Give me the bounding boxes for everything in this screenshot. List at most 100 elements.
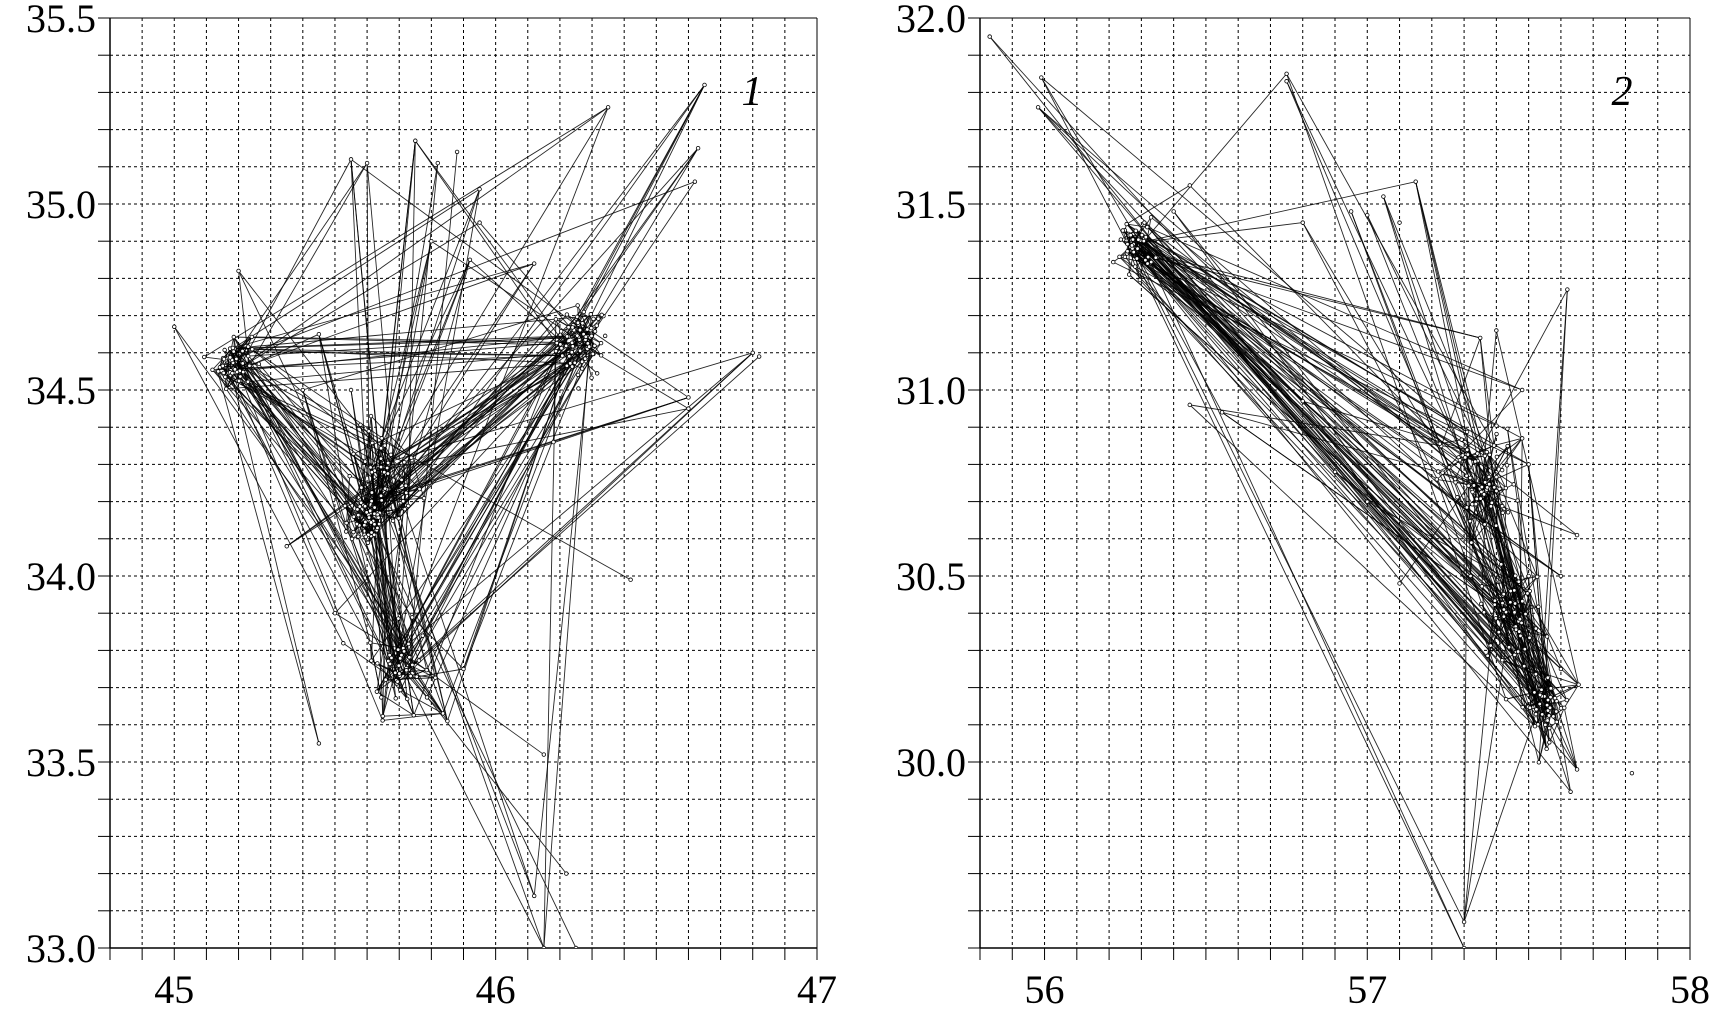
track-point: [578, 328, 582, 332]
track-point: [369, 521, 373, 525]
track-segment: [411, 676, 567, 874]
track-point: [376, 526, 380, 530]
track-point: [257, 362, 261, 366]
track-point: [1495, 475, 1499, 479]
track-point: [222, 371, 226, 375]
track-point: [402, 460, 406, 464]
track-point: [367, 429, 371, 433]
track-point: [1398, 221, 1402, 225]
track-point: [349, 388, 353, 392]
track-point: [250, 347, 254, 351]
track-point: [1535, 708, 1539, 712]
track-point: [317, 332, 321, 336]
track-point: [1146, 255, 1150, 259]
track-point: [381, 714, 385, 718]
track-point: [593, 330, 597, 334]
track-point: [301, 388, 305, 392]
track-point: [1559, 667, 1563, 671]
y-tick-label: 33.0: [26, 926, 96, 971]
track-point: [370, 491, 374, 495]
track-segment: [237, 159, 351, 372]
track-point: [599, 341, 603, 345]
track-point: [1495, 424, 1499, 428]
track-point: [405, 668, 409, 672]
track-point: [1188, 403, 1192, 407]
track-point: [376, 662, 380, 666]
track-point: [441, 712, 445, 716]
track-segment: [1123, 231, 1499, 633]
track-segment: [1131, 235, 1460, 460]
track-point: [1486, 654, 1490, 658]
track-point: [1129, 233, 1133, 237]
track-point: [1483, 481, 1487, 485]
track-point: [1548, 741, 1552, 745]
track-point: [1479, 602, 1483, 606]
track-point: [589, 312, 593, 316]
track-point: [1519, 634, 1523, 638]
track-point: [399, 688, 403, 692]
track-point: [1144, 258, 1148, 262]
track-point: [1441, 471, 1445, 475]
track-point: [584, 335, 588, 339]
track-point: [402, 650, 406, 654]
track-point: [425, 696, 429, 700]
track-point: [542, 753, 546, 757]
track-point: [757, 355, 761, 359]
track-point: [560, 346, 564, 350]
y-tick-label: 34.0: [26, 554, 96, 599]
track-point: [590, 326, 594, 330]
track-point: [576, 321, 580, 325]
track-point: [1501, 511, 1505, 515]
track-point: [235, 357, 239, 361]
track-segment: [303, 305, 578, 390]
track-point: [241, 370, 245, 374]
track-point: [400, 478, 404, 482]
track-point: [1528, 636, 1532, 640]
track-segment: [1464, 714, 1536, 922]
track-point: [1135, 257, 1139, 261]
track-point: [1569, 790, 1573, 794]
track-point: [383, 487, 387, 491]
track-point: [1301, 399, 1305, 403]
track-point: [583, 357, 587, 361]
track-point: [396, 680, 400, 684]
track-point: [1465, 448, 1469, 452]
track-point: [1134, 229, 1138, 233]
track-point: [565, 872, 569, 876]
track-point: [248, 364, 252, 368]
track-point: [211, 368, 215, 372]
track-point: [1512, 483, 1516, 487]
track-point: [386, 461, 390, 465]
track-point: [1489, 504, 1493, 508]
track-point: [1040, 76, 1044, 80]
track-segment: [427, 697, 443, 713]
panel-label: 1: [742, 69, 763, 115]
track-point: [1438, 442, 1442, 446]
track-segment: [1038, 107, 1537, 576]
track-point: [1487, 475, 1491, 479]
track-segment: [1127, 241, 1465, 948]
track-point: [1365, 500, 1369, 504]
track-point: [478, 187, 482, 191]
track-point: [565, 313, 569, 317]
track-point: [1540, 713, 1544, 717]
track-point: [580, 367, 584, 371]
track-point: [554, 349, 558, 353]
track-point: [231, 346, 235, 350]
track-point: [360, 486, 364, 490]
track-point: [1505, 464, 1509, 468]
track-point: [1489, 644, 1493, 648]
track-point: [1036, 105, 1040, 109]
track-point: [348, 474, 352, 478]
track-point: [396, 648, 400, 652]
track-point: [571, 344, 575, 348]
x-tick-label: 46: [476, 967, 516, 1009]
track-point: [413, 139, 417, 143]
track-point: [629, 578, 633, 582]
track-point: [1546, 719, 1550, 723]
track-point: [446, 719, 450, 723]
track-point: [1475, 497, 1479, 501]
track-point: [1468, 519, 1472, 523]
